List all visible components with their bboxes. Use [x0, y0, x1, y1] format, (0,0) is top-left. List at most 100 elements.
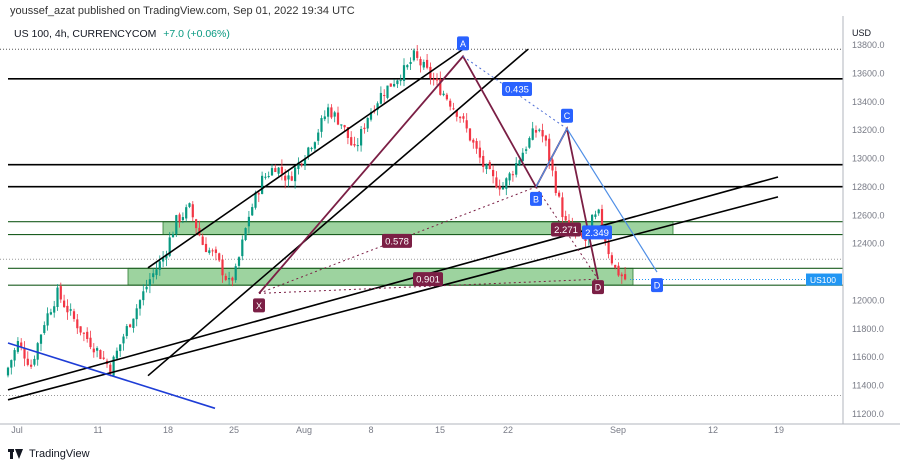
candle-body: [208, 250, 211, 253]
candle-body: [459, 116, 462, 119]
projection-leg-path[interactable]: [535, 127, 658, 273]
x-tick-label: Aug: [296, 425, 312, 435]
candle-body: [607, 241, 610, 255]
candle-body: [178, 214, 181, 222]
candle-body: [56, 287, 59, 307]
candle-body: [20, 342, 23, 347]
candle-body: [614, 264, 617, 268]
trend-line[interactable]: [147, 48, 464, 269]
candle-body: [495, 177, 498, 188]
candle-body: [350, 137, 353, 146]
candle-body: [115, 350, 118, 359]
candle-body: [257, 193, 260, 195]
candle-body: [165, 254, 168, 259]
price-layer: [6, 45, 627, 378]
candle-body: [511, 174, 514, 176]
candle-body: [13, 350, 16, 361]
candle-body: [280, 166, 283, 174]
demand-zone[interactable]: [127, 267, 634, 286]
candle-body: [46, 313, 49, 326]
candle-body: [564, 216, 567, 221]
candle-body: [109, 364, 112, 375]
ratio-tag: [582, 225, 612, 240]
candle-body: [531, 128, 534, 140]
pattern-point-marker[interactable]: [457, 36, 469, 51]
candle-body: [551, 159, 554, 171]
axis-layer: USD 11200.0 11400.0 11600.0 11800.0 12000.0 12…: [0, 16, 900, 446]
candle-body: [360, 129, 363, 146]
candle-body: [270, 168, 274, 176]
candle-body: [399, 80, 402, 82]
candle-body: [508, 173, 511, 181]
ac-dotted-line: [462, 55, 568, 130]
candle-body: [132, 318, 135, 328]
candle-body: [119, 344, 122, 352]
ratio-tag: [502, 81, 532, 96]
price-chart[interactable]: 13561.512956.612801.912555.012464.412226…: [0, 16, 900, 446]
x-tick-label: 18: [163, 425, 173, 435]
candle-body: [419, 58, 422, 66]
candle-body: [300, 163, 303, 165]
pattern-point-marker[interactable]: [651, 278, 663, 293]
candle-body: [89, 337, 92, 348]
y-tick-label: 13000.0: [852, 154, 885, 164]
candle-body: [554, 171, 557, 193]
candle-body: [346, 127, 349, 138]
candle-body: [383, 95, 386, 97]
trend-line[interactable]: [7, 176, 779, 391]
y-tick-label: 11400.0: [852, 381, 884, 391]
tradingview-brand[interactable]: TradingView: [8, 448, 90, 460]
candle-body: [267, 176, 270, 178]
currency-label: USD: [852, 28, 872, 38]
candle-body: [152, 273, 155, 278]
candle-body: [112, 356, 115, 376]
pattern-point-label: B: [533, 194, 539, 204]
pattern-point-label: D: [654, 281, 661, 291]
pattern-point-marker[interactable]: [561, 108, 573, 123]
candle-body: [426, 59, 429, 68]
candle-body: [53, 306, 56, 313]
candle-body: [462, 116, 465, 119]
ratio-tag: [382, 233, 412, 248]
trend-line[interactable]: [7, 196, 779, 401]
xd-dotted-line: [258, 278, 599, 294]
candle-body: [49, 312, 52, 315]
candle-body: [521, 152, 524, 162]
candle-body: [33, 358, 36, 365]
ratio-tag: [551, 222, 581, 237]
candle-body: [39, 334, 43, 344]
candle-body: [79, 326, 82, 333]
symbol-tag-label: US100: [810, 275, 836, 285]
pattern-point-marker[interactable]: [530, 191, 542, 206]
pattern-point-marker[interactable]: [592, 280, 604, 295]
candle-body: [204, 243, 208, 253]
x-tick-label: 8: [368, 425, 373, 435]
chart-area[interactable]: 13561.512956.612801.912555.012464.412226…: [0, 16, 900, 446]
pattern-point-marker[interactable]: [253, 298, 265, 313]
candle-body: [294, 167, 297, 182]
candle-body: [594, 214, 597, 217]
candle-body: [36, 343, 39, 360]
harmonic-pattern-layer: A B C D X D 0.435 0.578 0.901 2.271 2.349: [253, 36, 663, 313]
candle-body: [148, 279, 151, 286]
candle-body: [584, 237, 587, 241]
price-axis[interactable]: [843, 16, 900, 446]
downtrend-line[interactable]: [7, 342, 216, 410]
trend-line[interactable]: [147, 48, 529, 377]
candle-body: [125, 326, 128, 336]
candle-body: [567, 220, 571, 224]
candle-body: [155, 269, 158, 276]
x-tick-label: 25: [229, 425, 239, 435]
symbol-info: US 100, 4h, CURRENCYCOM +7.0 (+0.06%): [14, 28, 230, 40]
candle-body: [396, 80, 399, 85]
candle-body: [475, 141, 478, 149]
candle-body: [244, 228, 247, 241]
candle-body: [287, 175, 290, 180]
candle-body: [541, 130, 544, 137]
ratio-tag: [413, 272, 443, 287]
ratio-label: 0.901: [416, 275, 440, 286]
x-tick-label: Sep: [610, 425, 626, 435]
zone-layer: [127, 221, 674, 286]
candle-body: [525, 149, 528, 151]
y-tick-label: 11600.0: [852, 352, 884, 362]
